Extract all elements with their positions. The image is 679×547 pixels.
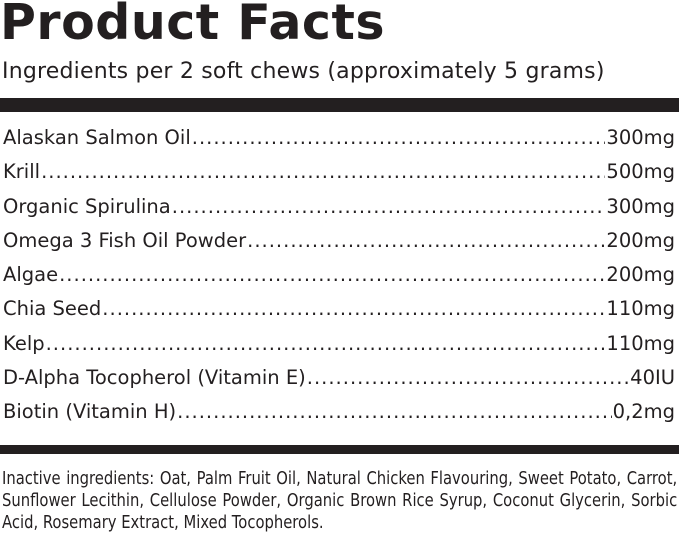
ingredient-name: Omega 3 Fish Oil Powder xyxy=(3,228,247,252)
dot-leader xyxy=(177,400,611,423)
ingredient-amount: 500mg xyxy=(606,160,675,184)
ingredient-row: D-Alpha Tocopherol (Vitamin E) 40IU xyxy=(3,366,675,400)
ingredient-amount: 300mg xyxy=(606,194,675,218)
bottom-divider xyxy=(0,445,679,454)
ingredient-row: Biotin (Vitamin H) 0,2mg xyxy=(3,400,675,434)
ingredient-row: Kelp 110mg xyxy=(3,332,675,366)
ingredient-row: Krill 500mg xyxy=(3,160,675,194)
ingredient-name: Algae xyxy=(3,263,59,287)
page-title: Product Facts xyxy=(0,0,386,51)
ingredient-amount: 110mg xyxy=(606,297,675,321)
dot-leader xyxy=(172,195,606,218)
inactive-ingredients: Inactive ingredients: Oat, Palm Fruit Oi… xyxy=(2,469,678,533)
ingredient-name: Alaskan Salmon Oil xyxy=(3,126,191,149)
ingredient-row: Algae 200mg xyxy=(3,263,675,297)
ingredient-name: Organic Spirulina xyxy=(3,194,171,218)
ingredient-row: Organic Spirulina 300mg xyxy=(3,195,675,229)
ingredient-amount: 200mg xyxy=(606,228,675,252)
top-divider xyxy=(0,98,679,112)
dot-leader xyxy=(307,366,629,389)
dot-leader xyxy=(41,160,605,183)
ingredient-name: D-Alpha Tocopherol (Vitamin E) xyxy=(3,366,306,390)
dot-leader xyxy=(46,332,606,355)
dot-leader xyxy=(102,297,605,320)
ingredient-row: Chia Seed 110mg xyxy=(3,297,675,331)
dot-leader xyxy=(59,263,605,286)
ingredient-amount: 200mg xyxy=(606,263,675,287)
ingredient-amount: 300mg xyxy=(606,126,675,149)
ingredient-name: Biotin (Vitamin H) xyxy=(3,400,177,424)
ingredient-name: Kelp xyxy=(3,331,45,355)
ingredient-name: Chia Seed xyxy=(3,297,102,321)
dot-leader xyxy=(192,126,606,149)
ingredient-name: Krill xyxy=(3,160,41,184)
ingredient-amount: 110mg xyxy=(606,331,675,355)
ingredient-row: Alaskan Salmon Oil 300mg xyxy=(3,126,675,160)
serving-size: Ingredients per 2 soft chews (approximat… xyxy=(2,59,605,84)
dot-leader xyxy=(247,229,605,252)
ingredient-amount: 40IU xyxy=(630,366,675,390)
ingredient-row: Omega 3 Fish Oil Powder 200mg xyxy=(3,229,675,263)
ingredient-amount: 0,2mg xyxy=(612,400,675,424)
ingredient-list: Alaskan Salmon Oil 300mg Krill 500mg Organ… xyxy=(3,126,675,435)
